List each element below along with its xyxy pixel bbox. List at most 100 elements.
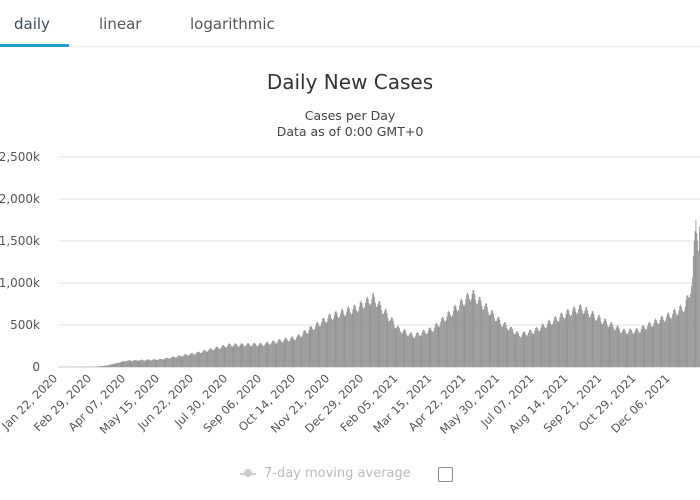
bar[interactable] [220,346,222,367]
bar[interactable] [503,322,505,367]
bar[interactable] [343,314,345,367]
bar[interactable] [264,343,266,367]
bar[interactable] [351,313,353,367]
bar[interactable] [160,359,162,367]
bar[interactable] [222,344,224,367]
bar[interactable] [136,360,138,367]
bar[interactable] [272,340,274,367]
bar[interactable] [495,321,497,367]
bar[interactable] [581,310,583,367]
bar[interactable] [634,331,636,367]
bar[interactable] [292,337,294,367]
bar[interactable] [539,330,541,367]
bar[interactable] [396,326,398,367]
bar[interactable] [624,330,626,367]
bar[interactable] [398,326,400,367]
bar[interactable] [475,299,477,367]
bar[interactable] [212,349,213,367]
bar[interactable] [342,310,344,367]
bar[interactable] [224,346,226,367]
bar[interactable] [604,318,605,367]
bar[interactable] [583,313,585,367]
bar[interactable] [337,316,339,367]
bar[interactable] [287,340,289,367]
bar[interactable] [356,310,357,367]
bar[interactable] [474,294,476,367]
bar[interactable] [487,311,489,367]
bar[interactable] [440,322,442,367]
bar[interactable] [626,334,628,367]
bar[interactable] [417,332,418,367]
bar[interactable] [278,339,280,367]
bar[interactable] [374,296,375,367]
bar[interactable] [694,231,696,367]
bar[interactable] [563,317,564,367]
bar[interactable] [426,333,428,367]
bar[interactable] [451,315,453,367]
bar[interactable] [691,285,692,367]
bar[interactable] [139,360,141,367]
bar[interactable] [115,363,117,367]
bar[interactable] [171,356,173,367]
bar[interactable] [195,354,196,367]
bar[interactable] [494,321,496,367]
bar[interactable] [233,345,235,367]
bar[interactable] [439,325,441,367]
bar[interactable] [465,299,467,367]
bar[interactable] [392,321,394,367]
bar[interactable] [175,357,177,367]
bar[interactable] [450,315,451,367]
bar[interactable] [664,321,665,367]
bar[interactable] [146,359,148,368]
bar[interactable] [687,295,689,367]
bar[interactable] [605,318,606,367]
bar[interactable] [209,348,211,367]
bar[interactable] [525,334,527,367]
bar[interactable] [648,322,649,367]
bar[interactable] [200,353,202,367]
bar[interactable] [545,328,546,367]
bar[interactable] [232,346,234,367]
bar[interactable] [528,332,529,367]
bar[interactable] [616,325,618,367]
bar[interactable] [373,292,374,367]
bar[interactable] [241,343,243,367]
bar[interactable] [602,323,604,367]
bar[interactable] [441,318,443,367]
bar[interactable] [157,360,159,367]
bar[interactable] [614,329,615,367]
bar[interactable] [537,330,539,367]
bar[interactable] [477,300,479,367]
bar[interactable] [522,332,524,367]
bar[interactable] [249,345,251,367]
bar[interactable] [446,316,448,367]
bar[interactable] [596,320,597,367]
bar[interactable] [230,345,232,367]
bar[interactable] [393,325,395,367]
bar[interactable] [213,349,215,367]
bar[interactable] [538,331,540,367]
bar[interactable] [340,313,341,367]
bar[interactable] [640,328,642,367]
bar[interactable] [411,334,413,367]
bar[interactable] [293,339,295,367]
bar[interactable] [423,329,425,367]
bar[interactable] [120,362,122,367]
bar[interactable] [483,309,485,367]
bar[interactable] [160,358,161,367]
bar[interactable] [448,310,450,367]
bar[interactable] [443,317,444,367]
bar[interactable] [494,317,495,367]
bar[interactable] [331,318,332,367]
bar[interactable] [100,366,102,367]
bar[interactable] [103,365,105,367]
bar[interactable] [387,317,389,367]
bar[interactable] [262,345,263,367]
bar[interactable] [223,345,225,367]
bar[interactable] [408,335,409,367]
bar[interactable] [215,347,217,367]
bar[interactable] [98,366,100,367]
bar[interactable] [521,334,523,367]
bar[interactable] [178,355,180,367]
bar[interactable] [540,327,542,367]
